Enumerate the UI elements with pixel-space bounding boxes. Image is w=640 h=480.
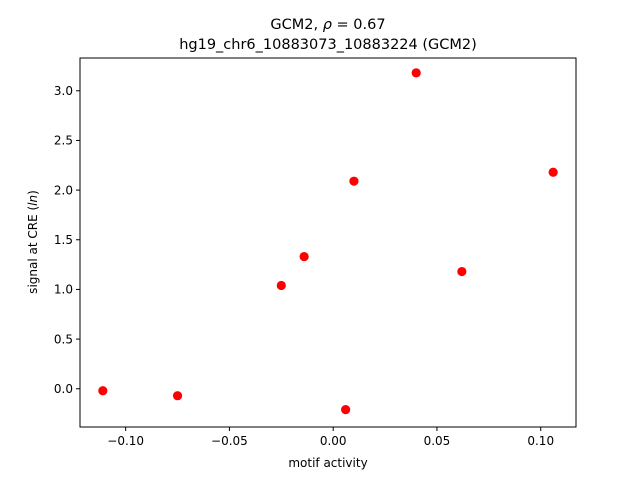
data-point-1	[172, 391, 183, 401]
x-tick-label-2: 0.00	[320, 434, 347, 448]
data-point-6	[411, 68, 421, 78]
chart-title-line2: hg19_chr6_10883073_10883224 (GCM2)	[179, 37, 477, 53]
x-tick-label-1: −0.05	[211, 434, 248, 448]
data-point-4	[341, 405, 351, 415]
y-tick-label-6: 3.0	[54, 84, 73, 98]
chart-title-line1: GCM2, ρ = 0.67	[270, 17, 385, 33]
y-tick-label-4: 2.0	[54, 183, 73, 197]
plot-area: −0.10 −0.05 0.00 0.05 0.10 0.0 0.5 1.0 1.5 2.0 2.5…	[54, 57, 577, 448]
data-point-3	[299, 252, 309, 262]
data-point-7	[457, 266, 467, 277]
x-tick-label-3: 0.05	[424, 434, 451, 448]
y-tick-label-1: 0.5	[54, 332, 73, 346]
axes-frame	[79, 57, 577, 428]
data-point-5	[349, 176, 359, 186]
y-tick-label-5: 2.5	[54, 134, 73, 148]
y-tick-label-0: 0.0	[54, 382, 73, 396]
data-point-8	[548, 167, 558, 177]
y-tick-label-3: 1.5	[54, 233, 73, 247]
y-axis-label: signal at CRE (ln)	[26, 190, 40, 294]
data-point-0	[98, 386, 108, 396]
x-tick-label-4: 0.10	[527, 434, 554, 448]
x-axis-label: motif activity	[288, 456, 367, 470]
y-tick-label-2: 1.0	[54, 283, 73, 297]
data-point-2	[276, 280, 286, 291]
x-tick-label-0: −0.10	[107, 434, 144, 448]
